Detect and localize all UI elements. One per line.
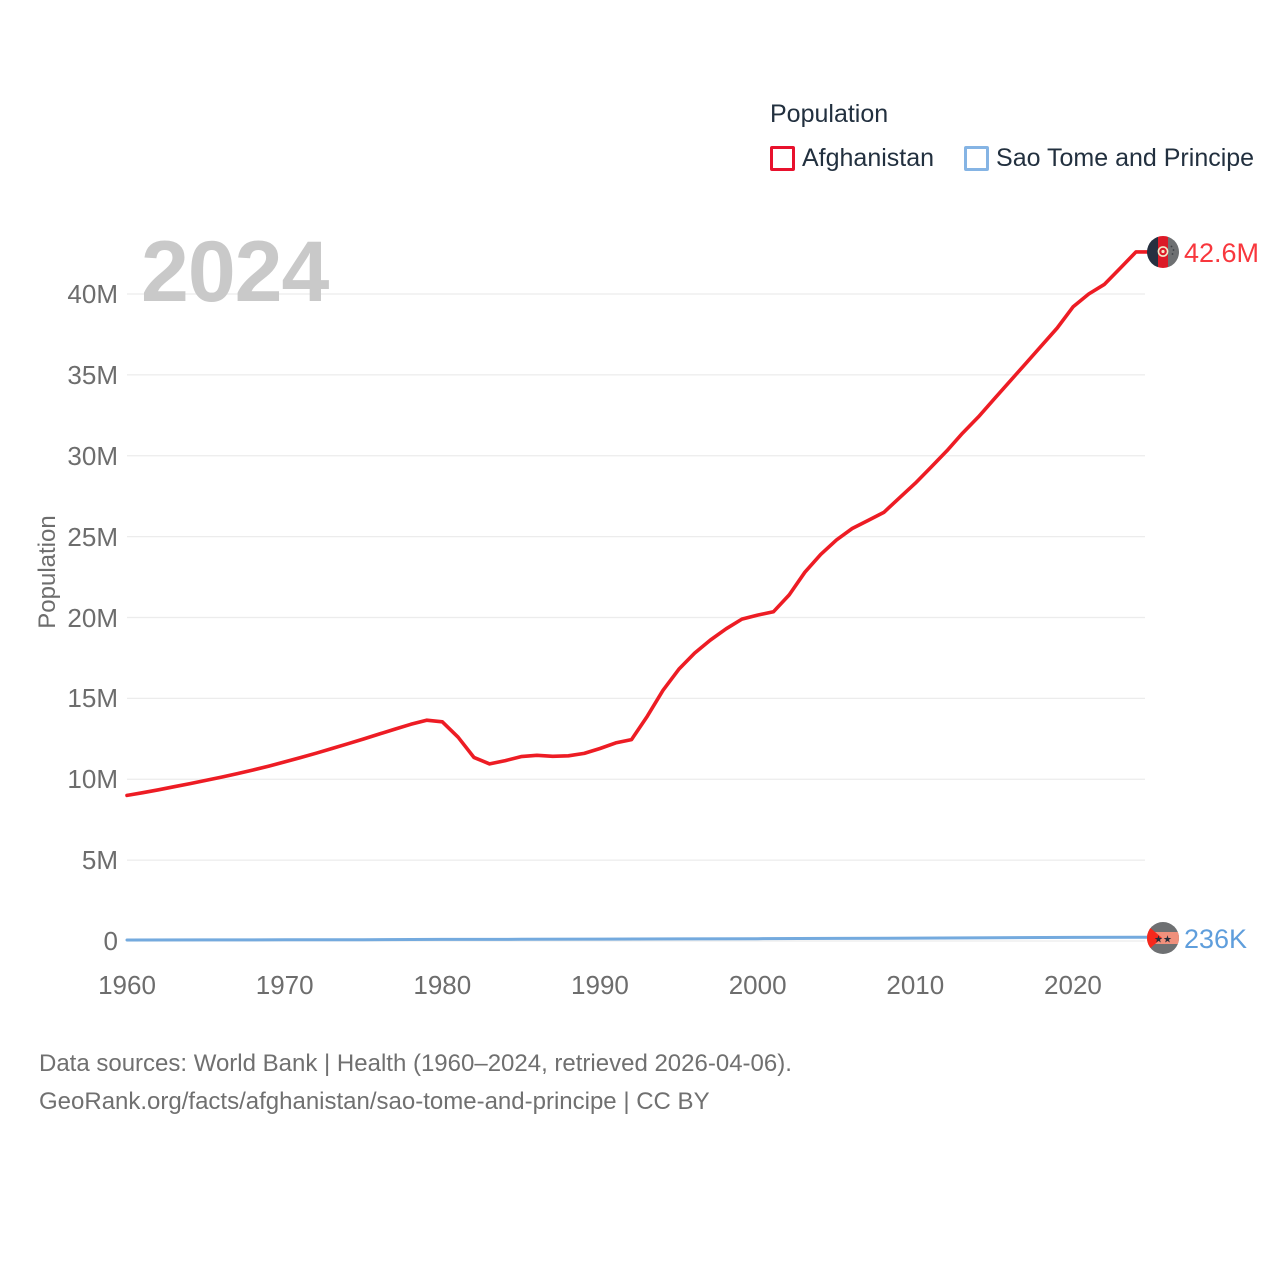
data-sources-line: Data sources: World Bank | Health (1960–…: [39, 1050, 792, 1077]
afghanistan-legend-swatch-icon: [770, 146, 795, 171]
sao-tome-legend-swatch-icon: [964, 146, 990, 171]
legend-item-label: Sao Tome and Principe: [996, 144, 1255, 172]
x-tick-label-1960: 1960: [98, 970, 156, 1000]
legend-title: Population: [770, 100, 889, 128]
legend-item-label: Afghanistan: [802, 144, 935, 172]
y-tick-label-25M: 25M: [67, 521, 118, 552]
legend-item-sao-tome[interactable]: Sao Tome and Principe: [964, 144, 1254, 173]
y-tick-label-40M: 40M: [67, 279, 118, 309]
sao-tome-flag-icon: ★★: [1147, 922, 1179, 954]
y-tick-label-35M: 35M: [67, 359, 118, 390]
x-tick-label-2000: 2000: [728, 970, 787, 1000]
chart-legend: Population Afghanistan Sao Tome and Prin…: [770, 100, 1254, 173]
line-chart-canvas: [125, 250, 1152, 942]
x-tick-label-1990: 1990: [571, 970, 629, 1000]
year-watermark: 2024: [141, 224, 329, 320]
series-line-afghanistan: [125, 250, 1152, 798]
series-line-sao-tome-and-principe: [125, 935, 1152, 942]
y-tick-label-30M: 30M: [67, 440, 118, 471]
svg-text:★★: ★★: [1154, 935, 1172, 946]
x-tick-label-2020: 2020: [1044, 970, 1102, 1000]
georank-url-line: GeoRank.org/facts/afghanistan/sao-tome-a…: [39, 1088, 710, 1115]
afghanistan-end-value-label: 42.6M: [1184, 238, 1260, 268]
y-tick-label-20M: 20M: [67, 602, 118, 633]
afghanistan-flag-icon: [1147, 236, 1179, 268]
y-tick-label-15M: 15M: [67, 683, 118, 714]
legend-item-afghanistan[interactable]: Afghanistan: [770, 144, 934, 173]
sao-tome-end-value-label: 236K: [1184, 924, 1248, 954]
x-tick-label-1970: 1970: [255, 970, 314, 1000]
y-tick-label-5M: 5M: [81, 845, 118, 876]
x-tick-label-2010: 2010: [886, 970, 945, 1000]
x-tick-label-1980: 1980: [413, 970, 472, 1000]
y-tick-label-10M: 10M: [67, 764, 118, 795]
footer-attribution: Data sources: World Bank | Health (1960–…: [39, 1045, 792, 1121]
legend-items: Afghanistan Sao Tome and Principe: [770, 144, 1254, 173]
y-tick-label-0: 0: [103, 926, 118, 956]
